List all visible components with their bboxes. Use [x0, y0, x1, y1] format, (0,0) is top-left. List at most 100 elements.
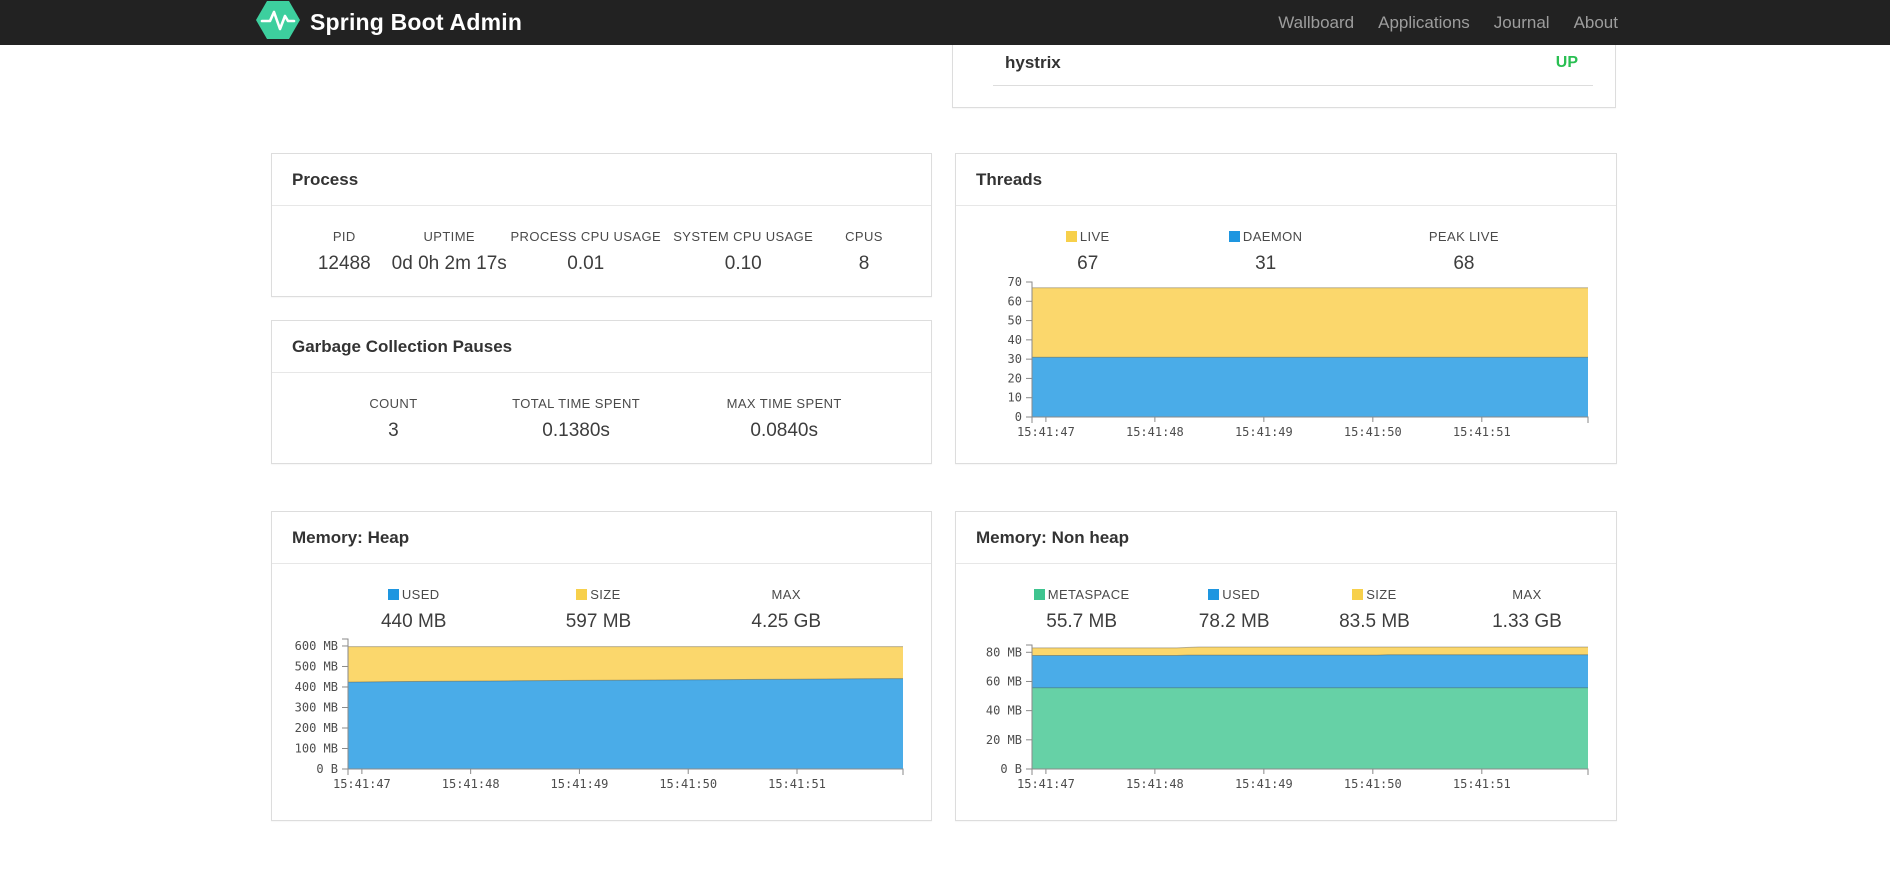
memory-nonheap-chart: 0 B 20 MB 40 MB 60 MB 80 MB 15:41:47 15:41:48 1… — [956, 635, 1616, 796]
nav-journal[interactable]: Journal — [1493, 13, 1550, 32]
panel-title: Memory: Heap — [272, 512, 931, 564]
svg-text:70: 70 — [1008, 275, 1022, 289]
nav-wallboard[interactable]: Wallboard — [1278, 13, 1355, 32]
stat-value: 0.1380s — [542, 420, 610, 441]
svg-text:200 MB: 200 MB — [295, 721, 338, 735]
nav-about[interactable]: About — [1573, 13, 1618, 32]
navbar: Spring Boot Admin Wallboard Applications… — [0, 0, 1890, 45]
svg-text:15:41:50: 15:41:50 — [1344, 777, 1402, 791]
svg-text:0 B: 0 B — [1000, 762, 1022, 776]
stat-label: SIZE — [1366, 587, 1397, 602]
stat-value: 0d 0h 2m 17s — [391, 253, 507, 274]
svg-text:0: 0 — [1015, 410, 1022, 424]
stat-label: DAEMON — [1242, 229, 1303, 244]
stat-value: 67 — [1077, 253, 1099, 274]
stat-label: UPTIME — [423, 229, 475, 244]
stat-max: MAX 4.25 GB — [666, 587, 906, 633]
stat-label: MAX — [1512, 587, 1542, 602]
svg-text:15:41:48: 15:41:48 — [442, 777, 500, 791]
memory-heap-panel: Memory: Heap USED 440 MB SIZE 597 MB MAX… — [271, 511, 932, 821]
nav-applications[interactable]: Applications — [1378, 13, 1470, 32]
pulse-hexagon-icon — [256, 1, 300, 44]
process-stats: PID 12488 UPTIME 0d 0h 2m 17s PROCESS CP… — [272, 229, 931, 275]
stat-label: SYSTEM CPU USAGE — [673, 229, 814, 244]
svg-text:15:41:51: 15:41:51 — [1453, 777, 1511, 791]
threads-legend: LIVE 67 DAEMON 31 PEAK LIVE 68 — [956, 229, 1616, 275]
gc-pauses-panel: Garbage Collection Pauses COUNT 3 TOTAL … — [271, 320, 932, 464]
panel-title: Memory: Non heap — [956, 512, 1616, 564]
threads-panel: Threads LIVE 67 DAEMON 31 PEAK LIVE 68 0… — [955, 153, 1617, 464]
svg-text:30: 30 — [1008, 352, 1022, 366]
stat-label: USED — [1222, 587, 1260, 602]
svg-text:15:41:47: 15:41:47 — [1017, 425, 1075, 439]
stat-live: LIVE 67 — [981, 229, 1195, 275]
svg-text:100 MB: 100 MB — [295, 741, 338, 755]
stat-value: 3 — [388, 420, 399, 441]
gc-stats: COUNT 3 TOTAL TIME SPENT 0.1380s MAX TIM… — [272, 396, 931, 442]
stat-cpus: CPUS 8 — [822, 229, 906, 275]
stat-used: USED 78.2 MB — [1182, 587, 1286, 633]
app-title: Spring Boot Admin — [310, 9, 523, 35]
svg-text:80 MB: 80 MB — [986, 645, 1022, 659]
stat-value: 12488 — [317, 253, 371, 274]
stat-process-cpu: PROCESS CPU USAGE 0.01 — [507, 229, 665, 275]
stat-value: 55.7 MB — [1046, 611, 1118, 632]
stat-label: USED — [401, 587, 440, 602]
stat-value: 68 — [1453, 253, 1475, 274]
svg-text:400 MB: 400 MB — [295, 680, 338, 694]
stat-label: PID — [332, 229, 356, 244]
stat-label: LIVE — [1079, 229, 1110, 244]
stat-max-time: MAX TIME SPENT 0.0840s — [662, 396, 906, 442]
stat-label: CPUS — [845, 229, 883, 244]
stat-pid: PID 12488 — [297, 229, 392, 275]
legend-swatch-size — [576, 589, 588, 600]
svg-text:15:41:51: 15:41:51 — [1453, 425, 1511, 439]
legend-swatch-used — [387, 589, 399, 600]
stat-value: 4.25 GB — [751, 611, 822, 632]
svg-text:500 MB: 500 MB — [295, 659, 338, 673]
stat-label: MAX TIME SPENT — [726, 396, 842, 411]
nonheap-legend: METASPACE 55.7 MB USED 78.2 MB SIZE 83.5… — [956, 587, 1616, 633]
svg-text:15:41:49: 15:41:49 — [1235, 425, 1293, 439]
memory-nonheap-panel: Memory: Non heap METASPACE 55.7 MB USED … — [955, 511, 1617, 821]
svg-text:15:41:50: 15:41:50 — [659, 777, 717, 791]
svg-text:40: 40 — [1008, 333, 1022, 347]
stat-value: 0.01 — [567, 253, 605, 274]
svg-text:15:41:49: 15:41:49 — [551, 777, 609, 791]
threads-chart: 0 10 20 30 40 50 60 70 15:41:47 15:41:48 15:41:49 1… — [956, 272, 1616, 444]
svg-text:50: 50 — [1008, 314, 1022, 328]
svg-text:10: 10 — [1008, 391, 1022, 405]
stat-label: TOTAL TIME SPENT — [512, 396, 641, 411]
stat-daemon: DAEMON 31 — [1195, 229, 1337, 275]
stat-value: 8 — [858, 253, 870, 274]
stat-size: SIZE 83.5 MB — [1286, 587, 1463, 633]
svg-text:60: 60 — [1008, 294, 1022, 308]
stat-label: SIZE — [590, 587, 621, 602]
stat-metaspace: METASPACE 55.7 MB — [981, 587, 1182, 633]
svg-text:15:41:49: 15:41:49 — [1235, 777, 1293, 791]
stat-total-time: TOTAL TIME SPENT 0.1380s — [490, 396, 663, 442]
process-panel: Process PID 12488 UPTIME 0d 0h 2m 17s PR… — [271, 153, 932, 297]
panel-title: Process — [272, 154, 931, 206]
stat-label: COUNT — [369, 396, 418, 411]
svg-text:40 MB: 40 MB — [986, 704, 1022, 718]
panel-title: Threads — [956, 154, 1616, 206]
svg-text:15:41:50: 15:41:50 — [1344, 425, 1402, 439]
svg-text:20 MB: 20 MB — [986, 733, 1022, 747]
stat-label: MAX — [771, 587, 801, 602]
stat-value: 31 — [1255, 253, 1277, 274]
stat-value: 83.5 MB — [1339, 611, 1410, 632]
stat-value: 0.10 — [724, 253, 762, 274]
brand-link[interactable]: Spring Boot Admin — [256, 0, 522, 45]
panel-title: Garbage Collection Pauses — [272, 321, 931, 373]
legend-swatch-daemon — [1228, 231, 1240, 242]
legend-swatch-metaspace — [1033, 589, 1045, 600]
main-nav: Wallboard Applications Journal About — [1266, 0, 1630, 45]
svg-text:0 B: 0 B — [316, 762, 338, 776]
application-row-hystrix[interactable]: hystrix UP — [993, 46, 1593, 86]
stat-peak-live: PEAK LIVE 68 — [1337, 229, 1591, 275]
svg-text:15:41:47: 15:41:47 — [1017, 777, 1075, 791]
application-name[interactable]: hystrix — [1005, 53, 1061, 72]
stat-system-cpu: SYSTEM CPU USAGE 0.10 — [665, 229, 823, 275]
stat-value: 78.2 MB — [1198, 611, 1270, 632]
